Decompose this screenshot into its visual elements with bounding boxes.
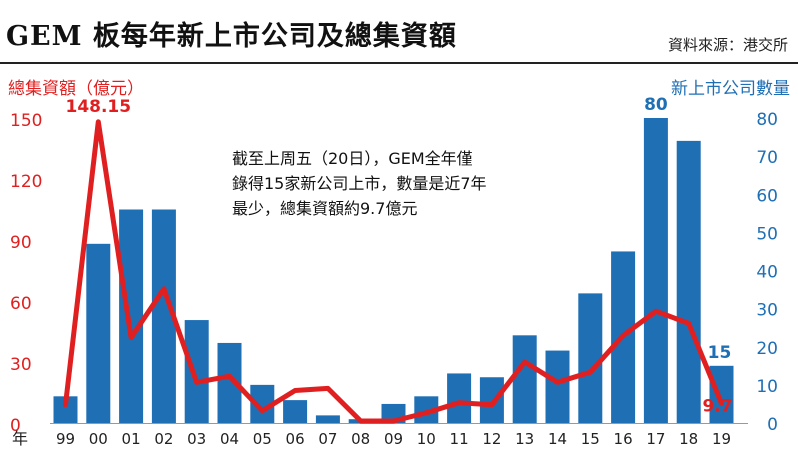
x-tick-11: 11 bbox=[450, 430, 469, 448]
x-tick-14: 14 bbox=[548, 430, 567, 448]
title-rule bbox=[0, 62, 798, 64]
chart-title: GEM 板每年新上市公司及總集資額 bbox=[6, 21, 457, 52]
bar-14 bbox=[545, 350, 570, 423]
y-left-tick-90: 90 bbox=[10, 233, 32, 253]
bar-17 bbox=[643, 118, 668, 423]
x-tick-13: 13 bbox=[515, 430, 534, 448]
bar-15 bbox=[578, 293, 603, 423]
y-right-tick-0: 0 bbox=[767, 415, 778, 435]
y-right-tick-80: 80 bbox=[756, 110, 778, 130]
bar-01 bbox=[119, 209, 144, 423]
bar-07 bbox=[315, 415, 340, 423]
y-right-tick-60: 60 bbox=[756, 186, 778, 206]
bar-06 bbox=[283, 400, 308, 423]
x-tick-08: 08 bbox=[351, 430, 370, 448]
x-tick-04: 04 bbox=[220, 430, 239, 448]
data-label-00-fund: 148.15 bbox=[65, 97, 131, 117]
y-right-tick-10: 10 bbox=[756, 377, 778, 397]
y-right-tick-70: 70 bbox=[756, 148, 778, 168]
bar-13 bbox=[512, 335, 537, 423]
x-tick-05: 05 bbox=[253, 430, 272, 448]
chart-annotation: 截至上周五（20日），GEM全年僅 錄得15家新公司上市，數量是近7年 最少，總… bbox=[232, 149, 487, 218]
bar-00 bbox=[86, 243, 111, 423]
x-tick-07: 07 bbox=[318, 430, 337, 448]
y-left-tick-150: 150 bbox=[10, 111, 42, 131]
bar-18 bbox=[676, 140, 701, 423]
source-note: 資料來源：港交所 bbox=[667, 36, 788, 54]
x-tick-12: 12 bbox=[482, 430, 501, 448]
y-left-tick-30: 30 bbox=[10, 355, 32, 375]
y-right-tick-40: 40 bbox=[756, 263, 778, 283]
y-right-tick-50: 50 bbox=[756, 224, 778, 244]
data-label-19-count: 15 bbox=[708, 343, 732, 363]
x-tick-00: 00 bbox=[89, 430, 108, 448]
x-tick-03: 03 bbox=[187, 430, 206, 448]
x-tick-99: 99 bbox=[56, 430, 75, 448]
x-tick-19: 19 bbox=[712, 430, 731, 448]
y-right-tick-20: 20 bbox=[756, 339, 778, 359]
bar-12 bbox=[479, 377, 504, 423]
bar-19 bbox=[709, 365, 734, 423]
x-tick-10: 10 bbox=[417, 430, 436, 448]
y-right-tick-30: 30 bbox=[756, 301, 778, 321]
bar-03 bbox=[184, 320, 209, 423]
y-axis-left-label: 總集資額（億元） bbox=[8, 79, 144, 99]
bar-11 bbox=[447, 373, 472, 423]
y-left-tick-60: 60 bbox=[10, 294, 32, 314]
x-tick-17: 17 bbox=[646, 430, 665, 448]
x-tick-06: 06 bbox=[286, 430, 305, 448]
data-label-17-count: 80 bbox=[644, 95, 668, 115]
x-tick-18: 18 bbox=[679, 430, 698, 448]
x-axis-label: 年 bbox=[12, 429, 28, 448]
x-tick-15: 15 bbox=[581, 430, 600, 448]
bar-05 bbox=[250, 384, 275, 423]
x-tick-16: 16 bbox=[614, 430, 633, 448]
y-axis-right-label: 新上市公司數量 bbox=[671, 79, 790, 99]
x-tick-09: 09 bbox=[384, 430, 403, 448]
data-label-19-fund: 9.7 bbox=[702, 396, 732, 416]
x-tick-01: 01 bbox=[122, 430, 141, 448]
y-left-tick-0: 0 bbox=[10, 416, 21, 436]
y-left-tick-120: 120 bbox=[10, 172, 42, 192]
x-tick-02: 02 bbox=[154, 430, 173, 448]
